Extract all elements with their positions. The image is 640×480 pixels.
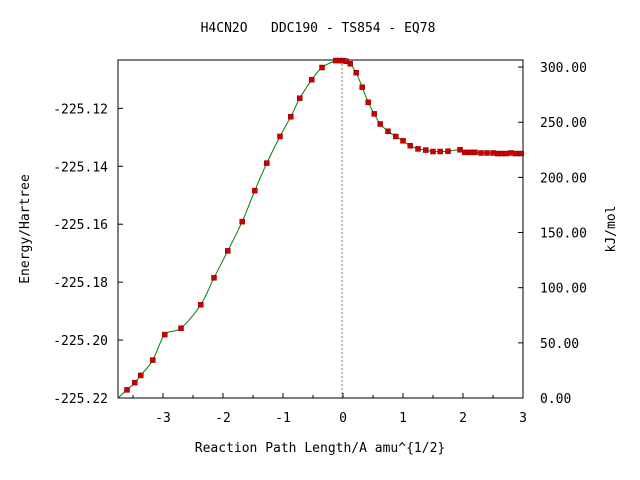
- data-point: [377, 121, 383, 127]
- data-point: [467, 149, 473, 156]
- data-point: [277, 133, 283, 140]
- data-point: [484, 150, 490, 156]
- x-tick-label: -1: [275, 411, 291, 426]
- data-point: [365, 99, 371, 106]
- data-point: [490, 150, 496, 156]
- y2-tick-label: 200.00: [540, 171, 587, 186]
- y-tick-label: -225.20: [53, 334, 108, 349]
- x-tick-label: 1: [399, 411, 407, 426]
- data-point: [319, 64, 325, 71]
- data-point: [211, 275, 217, 281]
- data-point: [264, 160, 270, 166]
- x-axis-label: Reaction Path Length/A amu^{1/2}: [195, 441, 445, 456]
- x-tick-label: -3: [155, 411, 171, 426]
- data-point: [150, 357, 156, 363]
- data-points: [124, 57, 524, 393]
- y2-tick-label: 0.00: [540, 392, 571, 407]
- data-point: [138, 372, 144, 379]
- energy-curve: [117, 59, 522, 399]
- y2-tick-label: 100.00: [540, 282, 587, 297]
- data-point: [430, 148, 436, 155]
- data-point: [518, 150, 524, 157]
- data-point: [162, 331, 168, 338]
- data-point: [407, 142, 413, 149]
- data-point: [371, 111, 377, 117]
- y-tick-label: -225.14: [53, 160, 108, 175]
- y-tick-label: -225.12: [53, 102, 108, 117]
- data-point: [445, 148, 451, 154]
- axis-tick-labels: -3 -2 -1 0 1 2 3 -225.12 -225.14 -225.16 -225.18 -2…: [53, 61, 587, 426]
- data-point: [478, 150, 484, 156]
- data-point: [472, 149, 478, 156]
- data-point: [393, 133, 399, 140]
- data-point: [508, 150, 514, 156]
- data-point: [423, 147, 429, 153]
- data-point: [297, 95, 303, 101]
- axis-ticks: [118, 66, 524, 399]
- plot-frame: [117, 59, 524, 399]
- y2-tick-label: 150.00: [540, 227, 587, 242]
- x-tick-label: 2: [459, 411, 467, 426]
- data-point: [353, 69, 359, 76]
- data-point: [347, 61, 353, 67]
- data-point: [239, 218, 245, 225]
- data-point: [513, 150, 519, 157]
- x-tick-label: -2: [215, 411, 231, 426]
- x-tick-label: 3: [519, 411, 527, 426]
- data-point: [385, 128, 391, 134]
- data-point: [503, 150, 509, 157]
- data-point: [359, 84, 365, 90]
- data-point: [400, 138, 406, 144]
- x-tick-label: 0: [339, 411, 347, 426]
- y2-tick-label: 300.00: [540, 61, 587, 76]
- y2-tick-label: 50.00: [540, 337, 579, 352]
- y-tick-label: -225.18: [53, 276, 108, 291]
- y2-axis-label: kJ/mol: [604, 206, 619, 253]
- data-point: [252, 187, 258, 194]
- data-point: [309, 76, 315, 83]
- data-point: [288, 114, 294, 120]
- y-axis-label: Energy/Hartree: [18, 174, 33, 284]
- data-point: [178, 325, 184, 331]
- data-point: [132, 379, 138, 386]
- data-point: [457, 147, 463, 153]
- y-tick-label: -225.16: [53, 218, 108, 233]
- data-point: [225, 248, 231, 254]
- data-point: [198, 301, 204, 308]
- data-point: [462, 149, 468, 156]
- data-point: [415, 146, 421, 152]
- chart-title: H4CN2O DDC190 - TS854 - EQ78: [201, 21, 436, 36]
- y-tick-label: -225.22: [53, 392, 108, 407]
- data-point: [437, 148, 443, 155]
- data-point: [124, 387, 130, 393]
- y2-tick-label: 250.00: [540, 116, 587, 131]
